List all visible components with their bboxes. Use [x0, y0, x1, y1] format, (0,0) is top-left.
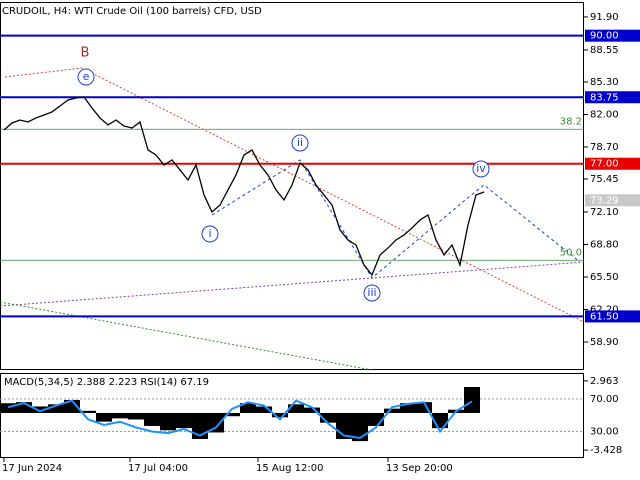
y-tick-label: 62.20: [590, 305, 619, 316]
x-tick-label: 17 Jul 04:00: [128, 463, 188, 474]
indicator-title: MACD(5,34,5) 2.388 2.223 RSI(14) 67.19: [4, 377, 209, 388]
fib-label: 50.0: [560, 247, 582, 258]
macd-bar: [32, 406, 48, 413]
y-tick-label: 72.10: [590, 207, 619, 218]
y-tick-label: 88.55: [590, 45, 619, 56]
y-tick-label: 2.963: [590, 376, 619, 387]
y-tick-label: 68.80: [590, 240, 619, 251]
trend-line: [4, 67, 585, 323]
y-tick-label: 78.70: [590, 142, 619, 153]
y-tick-label: 82.00: [590, 109, 619, 120]
wave-line: [211, 159, 581, 279]
macd-bar: [160, 412, 176, 431]
wave-label: iv: [476, 162, 486, 175]
rsi-line: [7, 399, 473, 440]
y-tick-label: 91.90: [590, 12, 619, 23]
x-tick-label: 15 Aug 12:00: [256, 463, 323, 474]
last-price-box: [585, 194, 640, 207]
price-panel-frame: [0, 2, 584, 370]
y-tick-label: 85.30: [590, 77, 619, 88]
wave-label: e: [83, 70, 90, 83]
macd-bar: [16, 402, 32, 413]
macd-bar: [256, 406, 272, 413]
wave-circle: [201, 225, 219, 243]
wave-label: B: [81, 46, 90, 61]
wave-circle: [291, 134, 309, 152]
macd-bar: [80, 410, 96, 413]
macd-bar: [128, 412, 144, 420]
trend-line: [0, 301, 373, 371]
macd-bar: [288, 404, 304, 413]
macd-bar: [384, 408, 400, 413]
wave-label: iii: [367, 286, 376, 299]
macd-bar: [352, 412, 368, 442]
x-tick-label: 13 Sep 20:00: [386, 463, 453, 474]
wave-label: i: [208, 227, 211, 240]
level-label: 83.75: [590, 92, 619, 103]
y-tick-label: 58.90: [590, 337, 619, 348]
y2-tick-label: 30.00: [590, 426, 619, 437]
macd-bar: [64, 399, 80, 413]
macd-bar: [0, 403, 16, 413]
wave-label: ii: [297, 136, 303, 149]
wave-circle: [77, 68, 95, 86]
macd-bar: [400, 403, 416, 413]
macd-bar: [320, 412, 336, 423]
level-box: [585, 91, 640, 104]
last-price-label: 73.29: [590, 195, 619, 206]
macd-bar: [208, 412, 224, 433]
macd-bar: [96, 412, 112, 422]
macd-bar: [48, 404, 64, 413]
fib-label: 38.2: [560, 116, 582, 127]
level-box: [585, 157, 640, 170]
macd-bar: [304, 407, 320, 413]
level-box: [585, 310, 640, 323]
level-label: 90.00: [590, 31, 619, 42]
y-tick-label: 75.45: [590, 174, 619, 185]
indicator-panel-frame: [0, 373, 584, 458]
macd-bar: [240, 403, 256, 413]
y2-tick-label: 70.00: [590, 394, 619, 405]
level-box: [585, 29, 640, 42]
x-tick-label: 17 Jun 2024: [2, 463, 62, 474]
macd-bar: [224, 412, 240, 417]
macd-bar: [112, 412, 128, 419]
macd-bar: [464, 386, 480, 413]
macd-bar: [144, 412, 160, 426]
wave-circle: [363, 284, 381, 302]
wave-circle: [472, 160, 490, 178]
macd-bar: [416, 402, 432, 413]
y-tick-label: 65.50: [590, 272, 619, 283]
trend-line: [0, 261, 585, 307]
level-label: 61.50: [590, 311, 619, 322]
price-line: [3, 96, 485, 277]
chart-title: CRUDOIL, H4: WTI Crude Oil (100 barrels)…: [2, 6, 262, 17]
y-tick-label: -3.428: [590, 445, 622, 456]
macd-bar: [176, 412, 192, 429]
level-label: 77.00: [590, 159, 619, 170]
macd-bar: [272, 412, 288, 418]
